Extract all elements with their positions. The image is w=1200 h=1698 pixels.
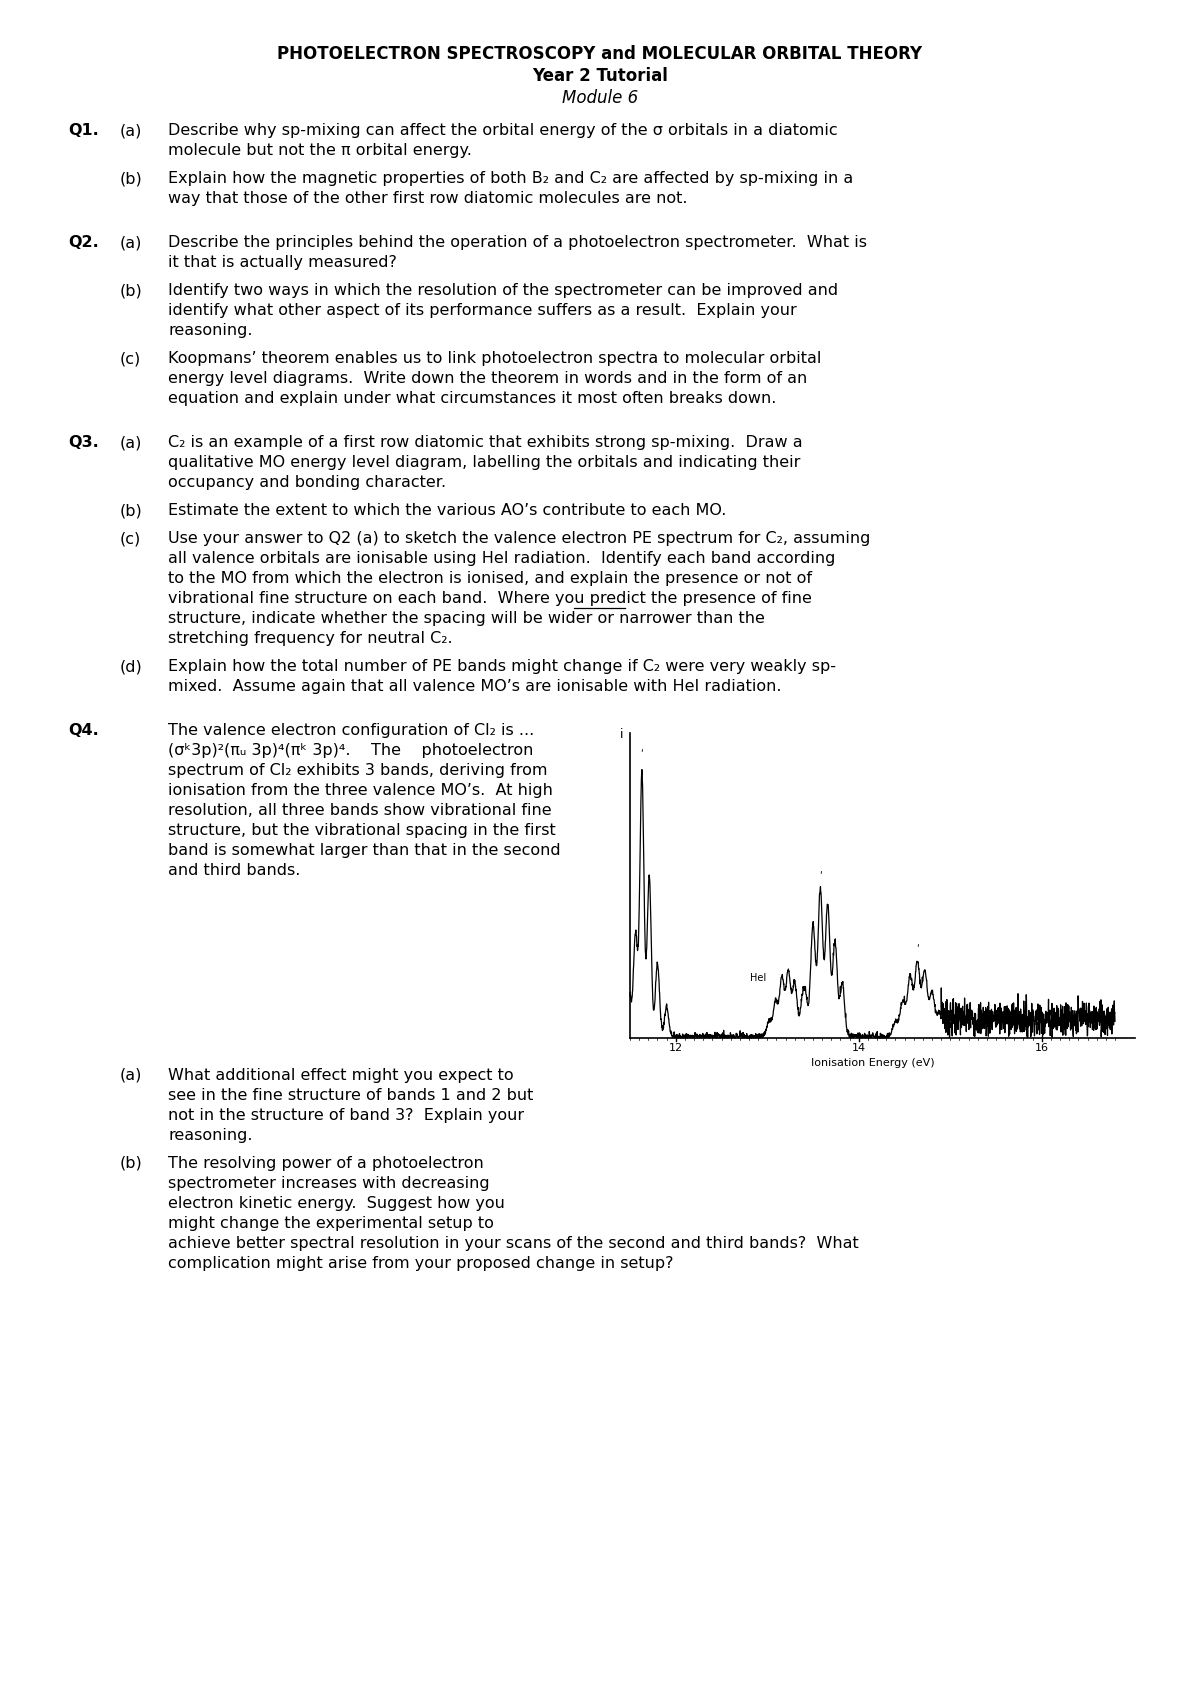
Text: to the MO from which the electron is ionised, and explain the presence or not of: to the MO from which the electron is ion… <box>168 571 812 586</box>
Text: (a): (a) <box>120 122 143 138</box>
Text: ionisation from the three valence MO’s.  At high: ionisation from the three valence MO’s. … <box>168 783 553 798</box>
Text: Year 2 Tutorial: Year 2 Tutorial <box>532 66 668 85</box>
Text: might change the experimental setup to: might change the experimental setup to <box>168 1216 494 1231</box>
Text: C₂ is an example of a first row diatomic that exhibits strong sp-mixing.  Draw a: C₂ is an example of a first row diatomic… <box>168 435 803 450</box>
Text: (b): (b) <box>120 171 143 187</box>
Text: reasoning.: reasoning. <box>168 323 252 338</box>
Text: Use your answer to Q2 (a) to sketch the valence electron PE spectrum for C₂, ass: Use your answer to Q2 (a) to sketch the … <box>168 531 870 547</box>
Text: occupancy and bonding character.: occupancy and bonding character. <box>168 475 446 491</box>
Text: band is somewhat larger than that in the second: band is somewhat larger than that in the… <box>168 842 560 857</box>
Text: structure, indicate whether the spacing will be wider or narrower than the: structure, indicate whether the spacing … <box>168 611 764 627</box>
Text: Koopmans’ theorem enables us to link photoelectron spectra to molecular orbital: Koopmans’ theorem enables us to link pho… <box>168 351 821 367</box>
Text: ʹ: ʹ <box>641 749 643 759</box>
Text: Estimate the extent to which the various AO’s contribute to each MO.: Estimate the extent to which the various… <box>168 503 726 518</box>
Text: spectrometer increases with decreasing: spectrometer increases with decreasing <box>168 1177 490 1190</box>
Text: (d): (d) <box>120 659 143 674</box>
Text: molecule but not the π orbital energy.: molecule but not the π orbital energy. <box>168 143 472 158</box>
Text: achieve better spectral resolution in your scans of the second and third bands? : achieve better spectral resolution in yo… <box>168 1236 859 1251</box>
Text: identify what other aspect of its performance suffers as a result.  Explain your: identify what other aspect of its perfor… <box>168 302 797 318</box>
Text: complication might arise from your proposed change in setup?: complication might arise from your propo… <box>168 1257 673 1272</box>
Text: way that those of the other first row diatomic molecules are not.: way that those of the other first row di… <box>168 190 688 205</box>
Text: all valence orbitals are ionisable using HeI radiation.  Identify each band acco: all valence orbitals are ionisable using… <box>168 550 835 565</box>
Text: see in the fine structure of bands 1 and 2 but: see in the fine structure of bands 1 and… <box>168 1088 533 1104</box>
Text: and third bands.: and third bands. <box>168 863 300 878</box>
Text: equation and explain under what circumstances it most often breaks down.: equation and explain under what circumst… <box>168 391 776 406</box>
Text: (c): (c) <box>120 531 142 547</box>
Text: ʹ: ʹ <box>916 944 919 954</box>
Text: mixed.  Assume again that all valence MO’s are ionisable with HeI radiation.: mixed. Assume again that all valence MO’… <box>168 679 781 694</box>
Text: (b): (b) <box>120 503 143 518</box>
Text: Q2.: Q2. <box>68 234 98 250</box>
Text: The valence electron configuration of Cl₂ is ...: The valence electron configuration of Cl… <box>168 723 534 739</box>
Text: 12: 12 <box>668 1043 683 1053</box>
Text: Explain how the magnetic properties of both B₂ and C₂ are affected by sp-mixing : Explain how the magnetic properties of b… <box>168 171 853 187</box>
Text: HeI: HeI <box>750 973 767 983</box>
Text: (a): (a) <box>120 234 143 250</box>
Text: Q4.: Q4. <box>68 723 98 739</box>
Text: ʹ: ʹ <box>818 871 822 881</box>
Text: (σᵏ3p)²(πᵤ 3p)⁴(πᵏ 3p)⁴.    The    photoelectron: (σᵏ3p)²(πᵤ 3p)⁴(πᵏ 3p)⁴. The photoelectr… <box>168 744 533 757</box>
Text: resolution, all three bands show vibrational fine: resolution, all three bands show vibrati… <box>168 803 552 818</box>
Text: Describe the principles behind the operation of a photoelectron spectrometer.  W: Describe the principles behind the opera… <box>168 234 866 250</box>
Text: electron kinetic energy.  Suggest how you: electron kinetic energy. Suggest how you <box>168 1195 505 1211</box>
Text: i: i <box>620 728 624 740</box>
Text: Module 6: Module 6 <box>562 88 638 107</box>
Text: (a): (a) <box>120 1068 143 1083</box>
Text: Identify two ways in which the resolution of the spectrometer can be improved an: Identify two ways in which the resolutio… <box>168 284 838 299</box>
Text: spectrum of Cl₂ exhibits 3 bands, deriving from: spectrum of Cl₂ exhibits 3 bands, derivi… <box>168 762 547 778</box>
Text: Q1.: Q1. <box>68 122 98 138</box>
Text: What additional effect might you expect to: What additional effect might you expect … <box>168 1068 514 1083</box>
Text: Describe why sp-mixing can affect the orbital energy of the σ orbitals in a diat: Describe why sp-mixing can affect the or… <box>168 122 838 138</box>
Text: 16: 16 <box>1034 1043 1049 1053</box>
Text: Ionisation Energy (eV): Ionisation Energy (eV) <box>811 1058 935 1068</box>
Text: Explain how the total number of PE bands might change if C₂ were very weakly sp-: Explain how the total number of PE bands… <box>168 659 836 674</box>
Text: (b): (b) <box>120 1156 143 1172</box>
Text: 14: 14 <box>852 1043 866 1053</box>
Text: reasoning.: reasoning. <box>168 1127 252 1143</box>
Text: structure, but the vibrational spacing in the first: structure, but the vibrational spacing i… <box>168 824 556 839</box>
Text: (b): (b) <box>120 284 143 299</box>
Text: not in the structure of band 3?  Explain your: not in the structure of band 3? Explain … <box>168 1109 524 1122</box>
Text: (c): (c) <box>120 351 142 367</box>
Text: it that is actually measured?: it that is actually measured? <box>168 255 397 270</box>
Text: (a): (a) <box>120 435 143 450</box>
Text: PHOTOELECTRON SPECTROSCOPY and MOLECULAR ORBITAL THEORY: PHOTOELECTRON SPECTROSCOPY and MOLECULAR… <box>277 46 923 63</box>
Text: Q3.: Q3. <box>68 435 98 450</box>
Text: vibrational fine structure on each band.  Where you predict the presence of fine: vibrational fine structure on each band.… <box>168 591 812 606</box>
Text: stretching frequency for neutral C₂.: stretching frequency for neutral C₂. <box>168 632 452 645</box>
Text: energy level diagrams.  Write down the theorem in words and in the form of an: energy level diagrams. Write down the th… <box>168 370 808 385</box>
Text: The resolving power of a photoelectron: The resolving power of a photoelectron <box>168 1156 484 1172</box>
Text: qualitative MO energy level diagram, labelling the orbitals and indicating their: qualitative MO energy level diagram, lab… <box>168 455 800 470</box>
